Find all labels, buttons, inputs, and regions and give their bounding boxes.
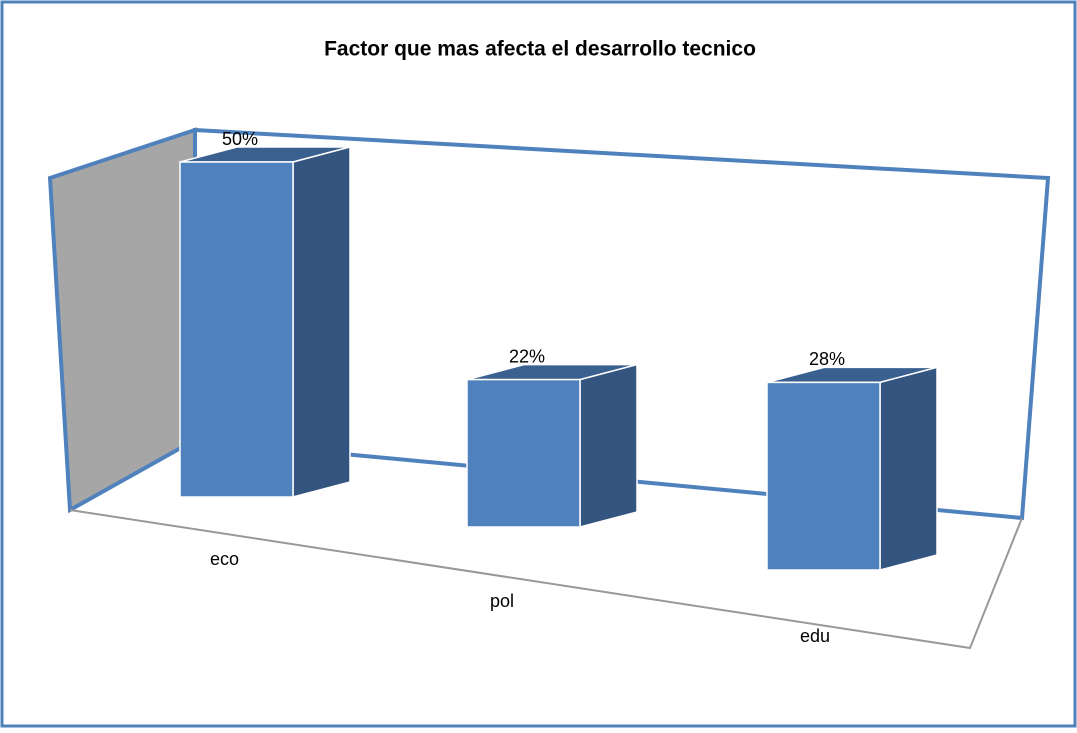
- bar-side: [879, 366, 938, 571]
- chart-title: Factor que mas afecta el desarrollo tecn…: [324, 38, 756, 61]
- bar: [466, 378, 581, 528]
- side-wall: [47, 127, 197, 514]
- x-tick-label: pol: [490, 591, 514, 611]
- data-label: 50%: [222, 129, 258, 149]
- floor: [69, 509, 1023, 650]
- bar-side: [292, 146, 351, 498]
- bar: [179, 161, 294, 498]
- data-label: 28%: [809, 349, 845, 369]
- x-tick-label: eco: [210, 549, 239, 569]
- bar-side: [579, 363, 638, 528]
- data-label: 22%: [509, 346, 545, 366]
- bar: [766, 381, 881, 571]
- x-tick-label: edu: [800, 626, 830, 646]
